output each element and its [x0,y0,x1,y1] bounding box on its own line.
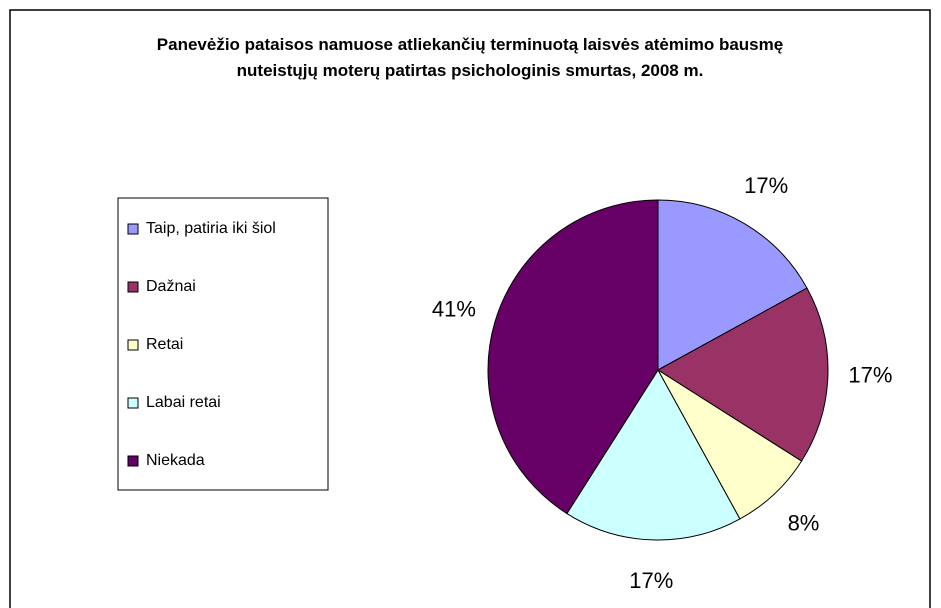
legend-label: Retai [146,336,183,353]
chart-title: Panevėžio pataisos namuose atliekančių t… [156,35,784,80]
legend-label: Labai retai [146,394,221,411]
legend-swatch [127,281,139,293]
data-label: 41% [432,297,476,322]
legend-swatch [127,397,139,409]
legend-label: Taip, patiria iki šiol [146,220,276,237]
legend-label: Dažnai [146,278,196,295]
data-label: 17% [848,362,892,387]
pie-slice [657,199,808,371]
legend-swatch [127,339,139,351]
legend-box [117,197,329,491]
data-label: 17% [744,173,788,198]
legend-swatch [127,455,139,467]
legend-swatch [127,223,139,235]
data-label: 17% [629,568,673,593]
pie-slice [566,369,741,541]
legend-label: Niekada [146,452,205,469]
data-label: 8% [788,511,820,536]
pie-slice [657,287,829,462]
pie-slice [487,199,659,515]
